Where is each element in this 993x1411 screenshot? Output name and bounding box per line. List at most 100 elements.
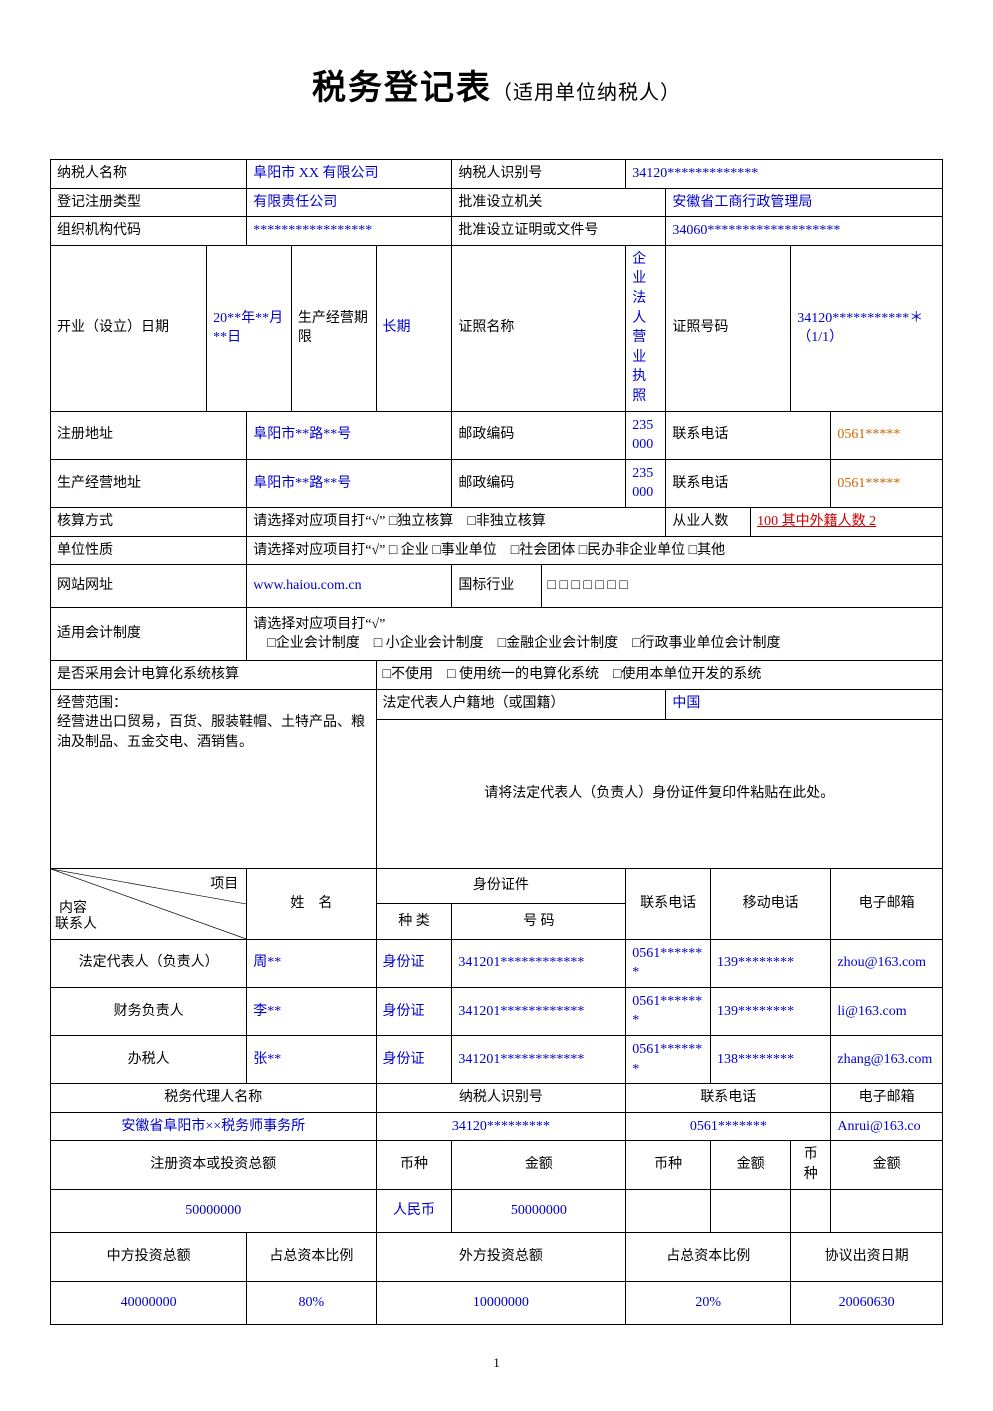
fin-name: 李**: [247, 987, 376, 1035]
agent-id: 34120*********: [376, 1112, 626, 1141]
legal-name: 周**: [247, 939, 376, 987]
fin-id-no: 341201************: [452, 987, 626, 1035]
label-biz-phone: 联系电话: [666, 459, 831, 507]
label-amount3: 金额: [831, 1141, 943, 1189]
label-tax-person: 办税人: [51, 1036, 247, 1084]
label-legal-domicile: 法定代表人户籍地（或国籍）: [376, 689, 666, 719]
row-agent-values: 安徽省阜阳市××税务师事务所 34120********* 0561******…: [51, 1112, 943, 1141]
label-acct-system: 适用会计制度: [51, 608, 247, 661]
label-agent-phone: 联系电话: [626, 1084, 831, 1113]
label-currency1: 币种: [376, 1141, 452, 1189]
row-orgcode: 组织机构代码 ***************** 批准设立证明或文件号 3406…: [51, 217, 943, 246]
hdr-email: 电子邮箱: [831, 868, 943, 939]
value-org-code: *****************: [247, 217, 452, 246]
label-biz-addr: 生产经营地址: [51, 459, 247, 507]
label-reg-capital: 注册资本或投资总额: [51, 1141, 377, 1189]
value-biz-period: 长期: [376, 245, 452, 411]
value-taxpayer-name: 阜阳市 XX 有限公司: [247, 160, 452, 189]
value-biz-addr: 阜阳市**路**号: [247, 459, 452, 507]
capital-a2: [710, 1189, 790, 1232]
label-acct-method: 核算方式: [51, 507, 247, 536]
legal-mobile: 139********: [710, 939, 830, 987]
agent-phone: 0561*******: [626, 1112, 831, 1141]
label-cn-invest: 中方投资总额: [51, 1232, 247, 1281]
row-unitnature: 单位性质 请选择对应项目打“√” □ 企业 □事业单位 □社会团体 □民办非企业…: [51, 536, 943, 565]
value-biz-postal: 235000: [626, 459, 666, 507]
value-license-name: 企业法人营业执照: [626, 245, 666, 411]
cn-amount: 40000000: [51, 1281, 247, 1324]
row-fin-person: 财务负责人 李** 身份证 341201************ 0561***…: [51, 987, 943, 1035]
label-approve-doc: 批准设立证明或文件号: [452, 217, 666, 246]
value-taxpayer-id: 34120*************: [626, 160, 943, 189]
label-org-code: 组织机构代码: [51, 217, 247, 246]
capital-a3: [831, 1189, 943, 1232]
diag-contact: 联系人: [55, 915, 97, 935]
row-opendate: 开业（设立）日期 20**年**月**日 生产经营期限 长期 证照名称 企业法人…: [51, 245, 943, 411]
label-currency2: 币种: [626, 1141, 711, 1189]
choice-computerized: □不使用 □ 使用统一的电算化系统 □使用本单位开发的系统: [376, 661, 942, 690]
value-staff-count: 100 其中外籍人数 2: [751, 507, 943, 536]
legal-email: zhou@163.com: [831, 939, 943, 987]
label-cn-pct: 占总资本比例: [247, 1232, 376, 1281]
legal-id-no: 341201************: [452, 939, 626, 987]
title-sub: （适用单位纳税人）: [492, 82, 681, 104]
value-biz-scope: 经营进出口贸易，百货、服装鞋帽、土特产品、粮油及制品、五金交电、酒销售。: [57, 715, 365, 750]
registration-form: 纳税人名称 阜阳市 XX 有限公司 纳税人识别号 34120**********…: [50, 159, 943, 1325]
page-number: 1: [50, 1355, 943, 1371]
row-capital-values: 50000000 人民币 50000000: [51, 1189, 943, 1232]
value-open-date: 20**年**月**日: [207, 245, 292, 411]
label-approve-auth: 批准设立机关: [452, 188, 666, 217]
capital-total: 50000000: [51, 1189, 377, 1232]
label-taxpayer-name: 纳税人名称: [51, 160, 247, 189]
label-gb-industry: 国标行业: [452, 565, 541, 608]
tax-email: zhang@163.com: [831, 1036, 943, 1084]
hdr-id-kind: 种 类: [376, 904, 452, 940]
row-regtype: 登记注册类型 有限责任公司 批准设立机关 安徽省工商行政管理局: [51, 188, 943, 217]
value-website: www.haiou.com.cn: [247, 565, 452, 608]
cell-id-paste: 请将法定代表人（负责人）身份证件复印件粘贴在此处。: [376, 719, 942, 868]
value-legal-domicile: 中国: [666, 689, 943, 719]
diag-item: 项目: [210, 875, 238, 895]
label-biz-postal: 邮政编码: [452, 459, 626, 507]
label-staff-count: 从业人数: [666, 507, 751, 536]
choice-acct-system: 请选择对应项目打“√” □企业会计制度 □ 小企业会计制度 □金融企业会计制度 …: [247, 608, 943, 661]
label-currency3: 币种: [791, 1141, 831, 1189]
value-approve-doc: 34060*******************: [666, 217, 943, 246]
label-website: 网站网址: [51, 565, 247, 608]
fin-id-kind: 身份证: [376, 987, 452, 1035]
row-bizaddr: 生产经营地址 阜阳市**路**号 邮政编码 235000 联系电话 0561**…: [51, 459, 943, 507]
value-license-no: 34120***********＊（1/1）: [791, 245, 943, 411]
row-person-headers: 项目 内容 联系人 姓 名 身份证件 联系电话 移动电话 电子邮箱: [51, 868, 943, 904]
hdr-id-no: 号 码: [452, 904, 626, 940]
label-foreign-pct: 占总资本比例: [626, 1232, 791, 1281]
title-main: 税务登记表: [312, 70, 492, 107]
row-website: 网站网址 www.haiou.com.cn 国标行业 □ □ □ □ □ □ □: [51, 565, 943, 608]
legal-phone: 0561*******: [626, 939, 711, 987]
page-title: 税务登记表（适用单位纳税人）: [50, 60, 943, 109]
value-reg-postal: 235000: [626, 411, 666, 459]
capital-amount: 50000000: [452, 1189, 626, 1232]
capital-c2: [626, 1189, 711, 1232]
label-agent-name: 税务代理人名称: [51, 1084, 377, 1113]
label-open-date: 开业（设立）日期: [51, 245, 207, 411]
legal-id-kind: 身份证: [376, 939, 452, 987]
row-agent-labels: 税务代理人名称 纳税人识别号 联系电话 电子邮箱: [51, 1084, 943, 1113]
cn-pct: 80%: [247, 1281, 376, 1324]
foreign-amount: 10000000: [376, 1281, 626, 1324]
hdr-id-doc: 身份证件: [376, 868, 626, 904]
row-regaddr: 注册地址 阜阳市**路**号 邮政编码 235000 联系电话 0561****…: [51, 411, 943, 459]
label-reg-phone: 联系电话: [666, 411, 831, 459]
label-reg-postal: 邮政编码: [452, 411, 626, 459]
label-amount1: 金额: [452, 1141, 626, 1189]
tax-phone: 0561*******: [626, 1036, 711, 1084]
label-license-name: 证照名称: [452, 245, 626, 411]
choice-acct-method: 请选择对应项目打“√” □独立核算 □非独立核算: [247, 507, 666, 536]
agent-name: 安徽省阜阳市××税务师事务所: [51, 1112, 377, 1141]
choice-gb-industry: □ □ □ □ □ □ □: [541, 565, 942, 608]
row-bizscope-top: 经营范围： 经营进出口贸易，百货、服装鞋帽、土特产品、粮油及制品、五金交电、酒销…: [51, 689, 943, 719]
value-biz-phone: 0561*****: [831, 459, 943, 507]
label-unit-nature: 单位性质: [51, 536, 247, 565]
row-acctmethod: 核算方式 请选择对应项目打“√” □独立核算 □非独立核算 从业人数 100 其…: [51, 507, 943, 536]
label-reg-type: 登记注册类型: [51, 188, 247, 217]
fin-mobile: 139********: [710, 987, 830, 1035]
